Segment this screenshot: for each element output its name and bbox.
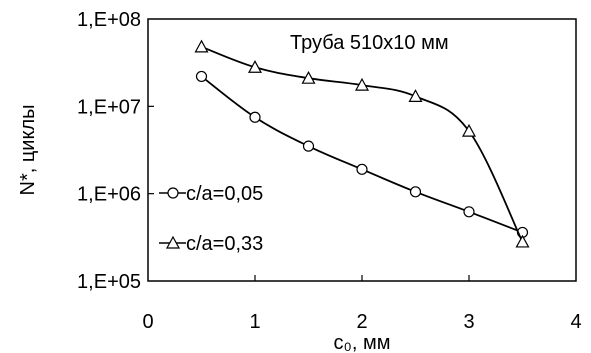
series-1 xyxy=(194,39,530,248)
legend-label-1: c/a=0,33 xyxy=(186,233,263,255)
x-tick-label-2: 2 xyxy=(356,311,367,333)
series-0-point-3 xyxy=(356,163,368,175)
series-0-point-5 xyxy=(463,206,475,218)
series-1-point-4 xyxy=(408,89,423,102)
series-1-point-1 xyxy=(247,60,263,73)
series-0-point-0 xyxy=(195,70,208,83)
series-1-point-3 xyxy=(354,77,370,91)
series-0 xyxy=(195,70,529,239)
legend: c/a=0,05 c/a=0,33 xyxy=(159,183,263,255)
series-line-0 xyxy=(200,75,523,234)
axes: 0 1 2 3 4 1,E+05 1,E+06 1,E+07 1,E+08 xyxy=(77,9,582,333)
series-1-point-0 xyxy=(194,39,209,53)
legend-marker-0 xyxy=(167,187,179,199)
series-0-point-1 xyxy=(249,111,261,123)
x-axis-label: c₀, мм xyxy=(334,332,391,353)
x-tick-label-1: 1 xyxy=(249,311,260,333)
series-1-point-2 xyxy=(301,70,316,84)
series-0-point-4 xyxy=(409,186,422,198)
legend-marker-1 xyxy=(165,235,181,249)
y-tick-label-2: 1,E+07 xyxy=(77,96,141,118)
legend-label-0: c/a=0,05 xyxy=(186,183,263,205)
x-tick-label-3: 3 xyxy=(463,311,474,333)
series-0-point-2 xyxy=(302,140,315,152)
y-tick-label-0: 1,E+05 xyxy=(77,271,141,293)
y-tick-label-1: 1,E+06 xyxy=(77,184,141,206)
legend-item-0: c/a=0,05 xyxy=(159,183,263,205)
series-1-point-5 xyxy=(461,123,477,137)
y-tick-label-3: 1,E+08 xyxy=(77,9,141,31)
chart-title: Труба 510х10 мм xyxy=(290,32,449,54)
x-tick-label-4: 4 xyxy=(570,311,581,333)
series-1-point-6 xyxy=(515,234,530,248)
series-layer xyxy=(194,39,530,248)
legend-item-1: c/a=0,33 xyxy=(159,233,263,255)
x-tick-label-0: 0 xyxy=(142,311,153,333)
y-axis-label: N*, циклы xyxy=(17,105,39,196)
